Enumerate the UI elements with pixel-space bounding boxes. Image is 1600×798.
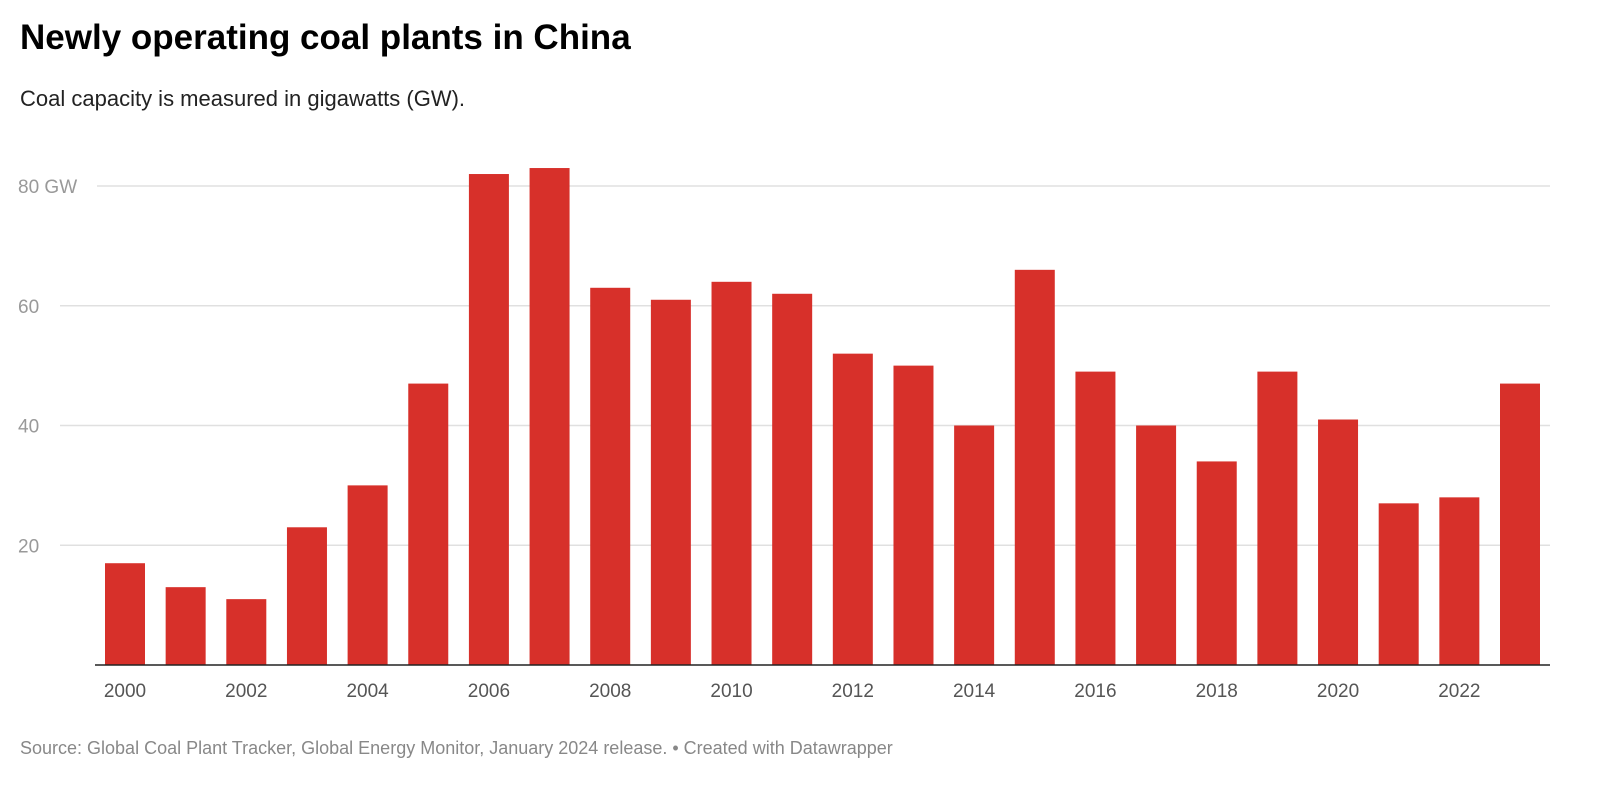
bar-2023 bbox=[1500, 383, 1540, 665]
bar-2010 bbox=[711, 281, 752, 665]
x-tick-label: 2008 bbox=[589, 681, 631, 702]
bar-2017 bbox=[1136, 425, 1177, 665]
y-tick-label: 80 GW bbox=[18, 177, 77, 198]
x-tick-label: 2020 bbox=[1317, 681, 1359, 702]
bar-2007 bbox=[529, 168, 570, 665]
bar-2004 bbox=[347, 485, 388, 665]
bar-2000 bbox=[105, 563, 145, 665]
bar-2012 bbox=[832, 353, 873, 665]
bar-2022 bbox=[1439, 497, 1480, 665]
y-tick-label: 40 bbox=[18, 417, 39, 438]
bar-2011 bbox=[772, 293, 813, 665]
y-tick-label: 20 bbox=[18, 536, 39, 557]
x-tick-label: 2012 bbox=[832, 681, 874, 702]
bar-2005 bbox=[408, 383, 449, 665]
bar-2006 bbox=[468, 174, 509, 665]
bar-2019 bbox=[1257, 371, 1298, 665]
bar-2021 bbox=[1378, 503, 1419, 665]
x-tick-label: 2004 bbox=[346, 681, 389, 702]
source-note: Source: Global Coal Plant Tracker, Globa… bbox=[20, 738, 893, 758]
x-tick-label: 2022 bbox=[1438, 681, 1480, 702]
y-tick-label: 60 bbox=[18, 297, 39, 318]
bar-2003 bbox=[286, 527, 327, 665]
chart-subtitle: Coal capacity is measured in gigawatts (… bbox=[20, 86, 466, 111]
bar-2001 bbox=[165, 587, 206, 665]
chart-title: Newly operating coal plants in China bbox=[20, 18, 631, 57]
bar-2013 bbox=[893, 365, 934, 665]
bar-2008 bbox=[590, 287, 631, 665]
bar-2018 bbox=[1196, 461, 1237, 665]
bar-2002 bbox=[226, 599, 267, 665]
bar-2014 bbox=[954, 425, 995, 665]
bar-2020 bbox=[1318, 419, 1359, 665]
x-tick-label: 2002 bbox=[225, 681, 267, 702]
x-tick-label: 2016 bbox=[1074, 681, 1116, 702]
bar-2009 bbox=[650, 299, 691, 665]
x-tick-label: 2018 bbox=[1196, 681, 1238, 702]
x-tick-label: 2014 bbox=[953, 681, 996, 702]
x-tick-label: 2000 bbox=[104, 681, 146, 702]
x-tick-label: 2006 bbox=[468, 681, 510, 702]
x-tick-label: 2010 bbox=[710, 681, 752, 702]
bar-2015 bbox=[1014, 269, 1055, 665]
bar-2016 bbox=[1075, 371, 1116, 665]
